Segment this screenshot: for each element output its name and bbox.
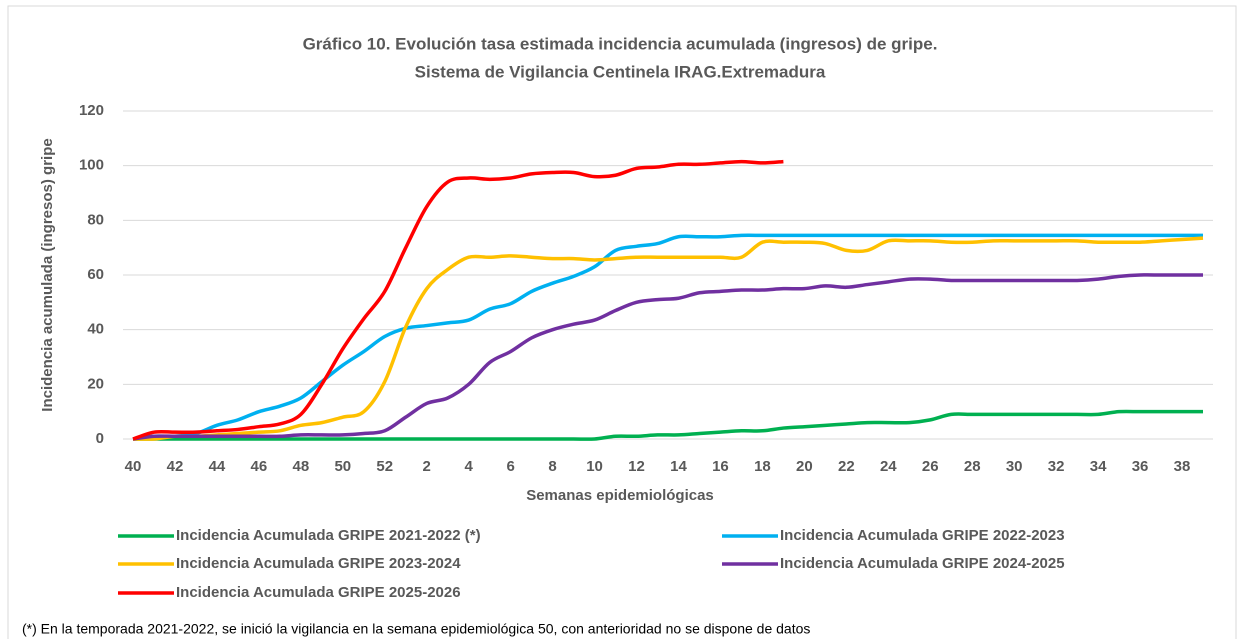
chart-frame	[7, 5, 1237, 639]
x-tick-label: 40	[125, 458, 142, 475]
x-tick-label: 28	[964, 458, 981, 475]
x-tick-label: 10	[586, 458, 603, 475]
chart-title: Gráfico 10. Evolución tasa estimada inci…	[303, 34, 938, 53]
legend-label: Incidencia Acumulada GRIPE 2023-2024	[176, 555, 461, 572]
x-tick-label: 2	[423, 458, 431, 475]
y-tick-label: 40	[87, 321, 104, 338]
x-tick-label: 4	[465, 458, 474, 475]
legend-label: Incidencia Acumulada GRIPE 2024-2025	[780, 555, 1065, 572]
x-tick-label: 44	[209, 458, 226, 475]
y-axis-title: Incidencia acumulada (ingresos) gripe	[39, 138, 56, 411]
series-line	[132, 273, 1203, 441]
series-line	[132, 233, 1203, 441]
series-line	[132, 236, 1204, 441]
y-tick-label: 80	[87, 211, 104, 228]
x-tick-label: 36	[1132, 458, 1149, 475]
x-axis-title: Semanas epidemiológicas	[526, 487, 714, 504]
x-tick-label: 30	[1006, 458, 1023, 475]
x-tick-label: 34	[1090, 458, 1107, 475]
y-tick-label: 100	[79, 157, 104, 174]
x-tick-label: 46	[251, 458, 268, 475]
legend-label: Incidencia Acumulada GRIPE 2021-2022 (*)	[176, 527, 481, 544]
legend-label: Incidencia Acumulada GRIPE 2022-2023	[780, 527, 1065, 544]
footnote: (*) En la temporada 2021-2022, se inició…	[22, 621, 810, 637]
x-tick-label: 18	[754, 458, 771, 475]
x-tick-label: 32	[1048, 458, 1065, 475]
x-tick-label: 26	[922, 458, 939, 475]
y-tick-label: 20	[87, 375, 104, 392]
x-tick-label: 16	[712, 458, 729, 475]
x-tick-label: 52	[376, 458, 393, 475]
x-tick-label: 22	[838, 458, 855, 475]
x-tick-label: 42	[167, 458, 184, 475]
x-tick-label: 6	[506, 458, 514, 475]
x-tick-label: 48	[292, 458, 309, 475]
series-line	[133, 409, 1203, 441]
x-tick-label: 50	[334, 458, 351, 475]
y-tick-label: 120	[79, 102, 104, 119]
x-tick-label: 14	[670, 458, 687, 475]
x-tick-label: 20	[796, 458, 813, 475]
x-tick-label: 12	[628, 458, 645, 475]
x-tick-label: 8	[548, 458, 556, 475]
legend-label: Incidencia Acumulada GRIPE 2025-2026	[176, 584, 461, 601]
x-tick-label: 24	[880, 458, 897, 475]
x-tick-label: 38	[1174, 458, 1191, 475]
series-line	[132, 159, 784, 441]
y-tick-label: 0	[96, 430, 104, 447]
y-tick-label: 60	[87, 266, 104, 283]
chart-subtitle: Sistema de Vigilancia Centinela IRAG.Ext…	[415, 62, 826, 81]
